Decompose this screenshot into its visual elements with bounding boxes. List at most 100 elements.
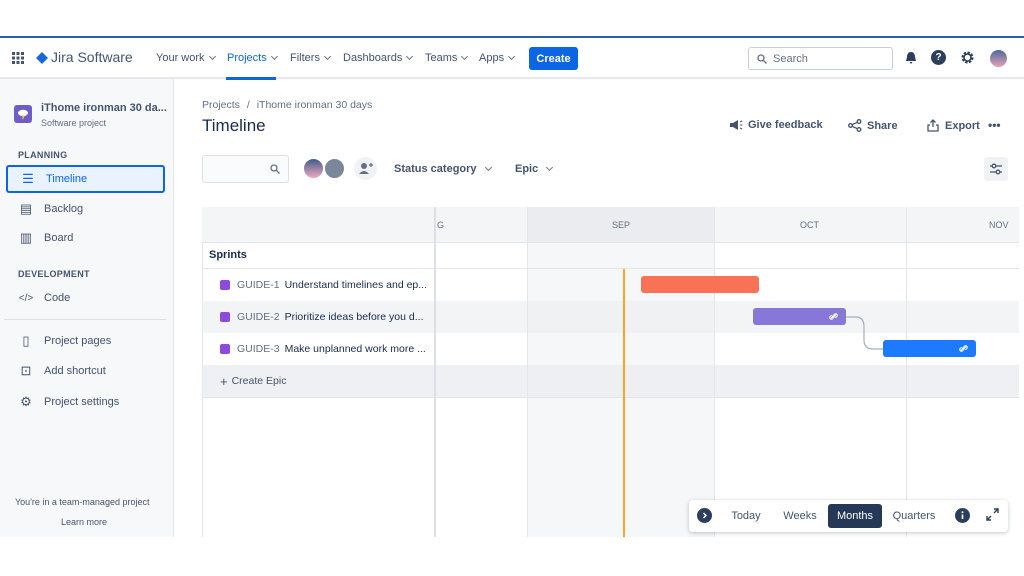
settings-gear-icon[interactable] xyxy=(960,50,975,65)
give-feedback-button[interactable]: Give feedback xyxy=(729,119,823,131)
breadcrumb-projects[interactable]: Projects xyxy=(202,99,240,111)
month-label: SEP xyxy=(612,220,631,230)
give-feedback-label: Give feedback xyxy=(748,119,823,131)
development-heading: DEVELOPMENT xyxy=(18,269,90,279)
planning-heading: PLANNING xyxy=(18,150,68,160)
share-button[interactable]: Share xyxy=(848,119,898,132)
month-label: NOV xyxy=(989,220,1009,230)
timeline-icon: ☰ xyxy=(22,171,34,186)
breadcrumb: Projects / iThome ironman 30 days xyxy=(202,99,372,111)
epic-key: GUIDE-2 xyxy=(237,311,280,323)
breadcrumb-separator: / xyxy=(246,99,250,111)
sidebar-item-label: Code xyxy=(44,292,71,304)
add-people-icon[interactable] xyxy=(354,157,377,180)
search-input[interactable]: Search xyxy=(748,47,893,70)
weeks-button[interactable]: Weeks xyxy=(783,510,817,522)
sidebar-item-label: Backlog xyxy=(44,203,84,215)
nav-your-work[interactable]: Your work xyxy=(156,52,216,64)
sidebar-divider xyxy=(4,319,166,320)
sidebar-item-code[interactable]: </> Code xyxy=(6,284,165,312)
epic-row[interactable]: GUIDE-3 Make unplanned work more ... xyxy=(220,333,432,365)
active-nav-indicator xyxy=(226,77,276,80)
today-marker xyxy=(623,269,625,537)
nav-filters[interactable]: Filters xyxy=(290,52,331,64)
nav-projects[interactable]: Projects xyxy=(227,52,278,64)
epic-row[interactable]: GUIDE-2 Prioritize ideas before you d... xyxy=(220,301,432,333)
link-icon xyxy=(959,345,968,352)
epic-bar[interactable] xyxy=(883,340,976,357)
create-epic-label: Create Epic xyxy=(231,375,287,387)
code-icon: </> xyxy=(18,292,34,304)
timeline-search-input[interactable] xyxy=(202,155,289,183)
notifications-icon[interactable] xyxy=(904,51,918,65)
sidebar-item-label: Timeline xyxy=(46,173,88,185)
quarters-button[interactable]: Quarters xyxy=(892,510,936,522)
sidebar-item-backlog[interactable]: ▤ Backlog xyxy=(6,195,165,223)
page-icon: ▯ xyxy=(22,333,30,348)
sidebar-item-board[interactable]: ▥ Board xyxy=(6,224,165,252)
user-avatar[interactable] xyxy=(990,50,1007,67)
epic-dropdown[interactable]: Epic xyxy=(515,163,554,175)
nav-teams[interactable]: Teams xyxy=(425,52,469,64)
top-navigation: Jira Software Your work Projects Filters… xyxy=(0,36,1024,80)
epic-label: Epic xyxy=(515,163,539,175)
epic-icon xyxy=(220,280,230,290)
sidebar-item-project-pages[interactable]: ▯ Project pages xyxy=(6,327,165,355)
status-category-dropdown[interactable]: Status category xyxy=(394,163,492,175)
epic-key: GUIDE-3 xyxy=(237,343,280,355)
months-button[interactable]: Months xyxy=(828,504,882,528)
sidebar-item-label: Board xyxy=(44,232,74,244)
sidebar-item-timeline[interactable]: ☰ Timeline xyxy=(6,165,165,193)
team-managed-note: You're in a team-managed project xyxy=(15,497,150,507)
backlog-icon: ▤ xyxy=(19,201,33,216)
help-icon[interactable]: ? xyxy=(931,50,946,65)
learn-more-link[interactable]: Learn more xyxy=(61,517,108,527)
plus-icon: + xyxy=(220,373,228,389)
nav-dashboards[interactable]: Dashboards xyxy=(343,52,414,64)
epic-bar[interactable] xyxy=(753,308,846,325)
expand-panel-icon[interactable] xyxy=(697,508,712,523)
create-button[interactable]: Create xyxy=(529,47,578,70)
product-name[interactable]: Jira Software xyxy=(51,49,133,65)
share-icon xyxy=(848,119,862,132)
status-category-label: Status category xyxy=(394,163,477,175)
sidebar-item-label: Project pages xyxy=(44,335,112,347)
today-button[interactable]: Today xyxy=(731,510,761,522)
epic-title: Make unplanned work more ... xyxy=(284,343,426,355)
unassigned-avatar-filter[interactable] xyxy=(323,157,346,180)
search-icon xyxy=(757,53,767,64)
sidebar-item-label: Add shortcut xyxy=(44,365,106,377)
project-name[interactable]: iThome ironman 30 da... xyxy=(41,102,167,114)
app-switcher-icon[interactable] xyxy=(12,52,24,64)
epic-title: Understand timelines and ep... xyxy=(284,279,428,291)
project-type: Software project xyxy=(41,118,107,128)
epic-key: GUIDE-1 xyxy=(237,279,280,291)
link-icon xyxy=(829,313,838,320)
view-settings-icon[interactable] xyxy=(984,157,1008,181)
nav-apps[interactable]: Apps xyxy=(479,52,516,64)
add-shortcut-icon: ⊡ xyxy=(20,363,32,378)
info-icon[interactable] xyxy=(955,508,970,523)
export-label: Export xyxy=(945,119,980,132)
page-title: Timeline xyxy=(202,116,266,135)
jira-logo-icon xyxy=(36,52,48,64)
month-label: OCT xyxy=(800,220,819,230)
export-button[interactable]: Export xyxy=(927,119,980,132)
sidebar-item-project-settings[interactable]: ⚙ Project settings xyxy=(6,388,165,416)
board-icon: ▥ xyxy=(19,230,33,245)
more-actions-button[interactable]: ••• xyxy=(988,118,1001,132)
search-icon xyxy=(270,164,280,174)
project-sidebar: iThome ironman 30 da... Software project… xyxy=(0,79,174,537)
fullscreen-icon[interactable] xyxy=(986,508,999,521)
epic-icon xyxy=(220,344,230,354)
create-epic-button[interactable]: + Create Epic xyxy=(220,365,432,397)
epic-row[interactable]: GUIDE-1 Understand timelines and ep... xyxy=(220,269,432,301)
sidebar-item-add-shortcut[interactable]: ⊡ Add shortcut xyxy=(6,357,165,385)
epic-bar[interactable] xyxy=(641,276,759,293)
epic-title: Prioritize ideas before you d... xyxy=(284,311,424,323)
sprints-row-label[interactable]: Sprints xyxy=(209,249,247,261)
sidebar-item-label: Project settings xyxy=(44,396,120,408)
search-placeholder: Search xyxy=(773,52,808,65)
breadcrumb-project[interactable]: iThome ironman 30 days xyxy=(256,99,373,111)
